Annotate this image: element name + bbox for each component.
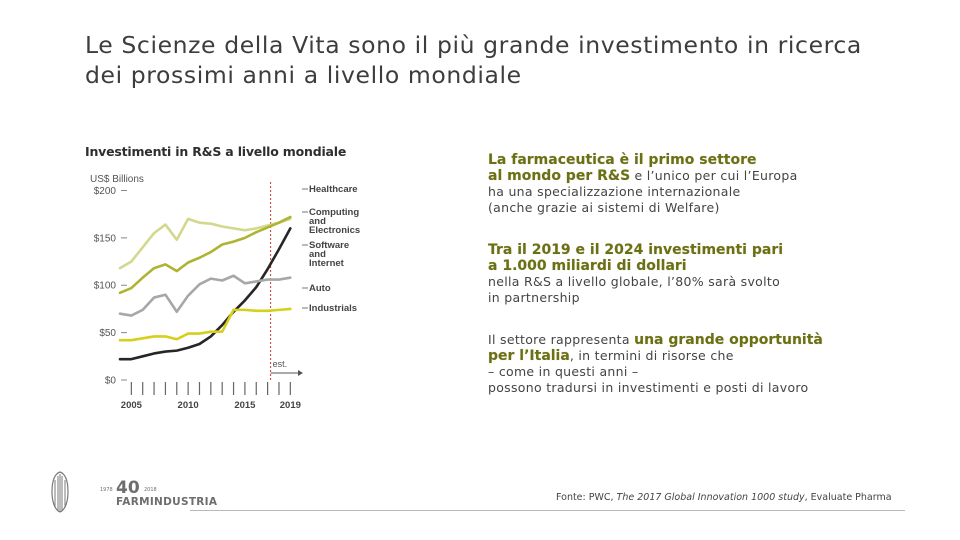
footer-divider [190, 510, 905, 511]
slide-title-line1: Le Scienze della Vita sono il più grande… [85, 31, 862, 59]
opportunity-headline1: una grande opportunità [634, 332, 823, 348]
pharma-first-headline: La farmaceutica è il primo settore [488, 152, 848, 168]
legend-label: and [309, 249, 326, 260]
slide-title: Le Scienze della Vita sono il più grande… [85, 30, 905, 90]
logo-name: FARMINDUSTRIA [116, 496, 218, 508]
opportunity-headline2: per l’Italia [488, 348, 570, 364]
slide-title-line2: dei prossimi anni a livello mondiale [85, 61, 522, 89]
legend-label: Software [309, 240, 349, 251]
x-tick-label: 2005 [121, 400, 143, 411]
investment-text1: nella R&S a livello globale, l’80% sarà … [488, 274, 781, 289]
pharma-first-text1: e l’unico per cui l’Europa [634, 168, 798, 183]
source-note: Fonte: PWC, The 2017 Global Innovation 1… [556, 492, 892, 503]
opportunity-text4: possono tradursi in investimenti e posti… [488, 380, 809, 395]
legend-label: Internet [309, 258, 345, 269]
investment-headline-text1: Tra il 2019 e il 2024 investimenti pari [488, 242, 784, 258]
pharma-first-text2: ha una specializzazione internazionale [488, 184, 741, 199]
logo-anniversary: 40 [116, 478, 140, 498]
series-line-software-and-internet [118, 227, 292, 361]
estimate-label: est. [273, 359, 288, 369]
logo-year-end: 2018 [144, 487, 157, 493]
investment-headline-line2: a 1.000 miliardi di dollari [488, 258, 848, 274]
y-tick-label: $200 [94, 186, 117, 197]
source-prefix: Fonte: PWC, [556, 492, 617, 503]
series-line-auto [118, 274, 292, 317]
y-tick-label: $50 [99, 328, 116, 339]
y-tick-label: $150 [94, 233, 117, 244]
investment-headline-text2: a 1.000 miliardi di dollari [488, 258, 687, 274]
series-line-healthcare [118, 217, 292, 270]
series-line-industrials [118, 307, 292, 342]
x-tick-label: 2019 [280, 400, 301, 411]
pharma-first-text3: (anche grazie ai sistemi di Welfare) [488, 200, 720, 215]
source-suffix: , Evaluate Pharma [804, 492, 892, 503]
legend-label: Healthcare [309, 184, 358, 195]
estimate-arrow-head [298, 370, 303, 376]
rd-investment-chart: US$ Billions $0 $50 $100 $150 $200 2005 2010 201… [90, 174, 360, 411]
series-line-computing-and-electronics [118, 215, 292, 295]
farmindustria-emblem-icon [51, 471, 69, 513]
y-axis-label: US$ Billions [90, 174, 144, 185]
pharma-first-headline-line1: La farmaceutica è il primo settore [488, 152, 757, 168]
legend-label: Auto [309, 283, 331, 294]
opportunity-text3: – come in questi anni – [488, 364, 639, 379]
opportunity-text1: Il settore rappresenta [488, 332, 630, 347]
farmindustria-logo: 1978 40 2018 FARMINDUSTRIA [48, 470, 217, 516]
investment-headline-line1: Tra il 2019 e il 2024 investimenti pari [488, 242, 848, 258]
investment-block: Tra il 2019 e il 2024 investimenti pari … [488, 242, 848, 306]
opportunity-text2: , in termini di risorse che [569, 348, 734, 363]
x-tick-label: 2010 [178, 400, 199, 411]
legend-label: Industrials [309, 303, 357, 314]
y-tick-label: $100 [94, 281, 117, 292]
y-tick-label: $0 [105, 376, 117, 387]
opportunity-line2: per l’Italia, in termini di risorse che [488, 348, 848, 364]
investment-text2: in partnership [488, 290, 580, 305]
opportunity-line1: Il settore rappresenta una grande opport… [488, 332, 848, 348]
x-tick-label: 2015 [234, 400, 256, 411]
chart-title: Investimenti in R&S a livello mondiale [85, 144, 347, 159]
source-title: The 2017 Global Innovation 1000 study [616, 492, 805, 503]
legend-label: and [309, 216, 326, 227]
pharma-first-block: La farmaceutica è il primo settore al mo… [488, 152, 848, 216]
opportunity-block: Il settore rappresenta una grande opport… [488, 332, 848, 396]
legend-label: Computing [309, 207, 359, 218]
pharma-first-line2: al mondo per R&S e l’unico per cui l’Eur… [488, 168, 848, 184]
pharma-first-headline-line2: al mondo per R&S [488, 168, 631, 184]
legend-label: Electronics [309, 225, 360, 236]
logo-year-start: 1978 [100, 487, 113, 493]
